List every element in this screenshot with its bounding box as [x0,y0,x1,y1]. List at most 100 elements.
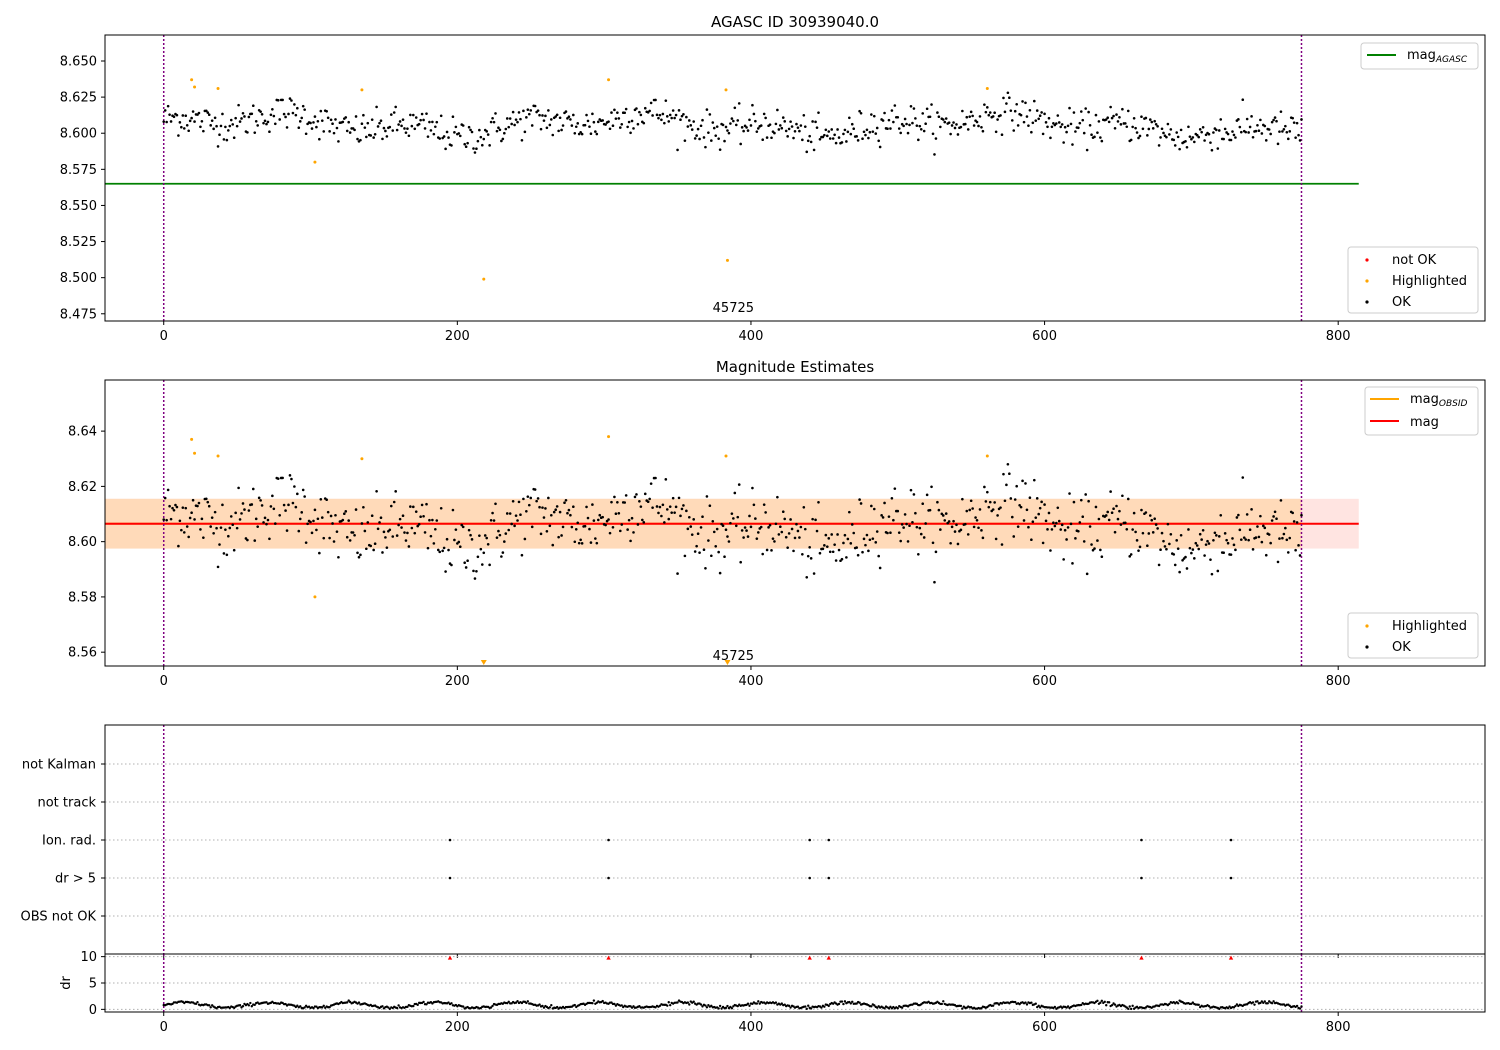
ok-point [379,119,383,123]
ok-point [1147,127,1151,131]
ok-point [999,114,1002,117]
ok-point [1273,510,1277,514]
ok-point [450,144,453,147]
ok-point [861,137,864,141]
ok-point [673,116,676,120]
clipped-marker [826,955,831,960]
ok-point [742,536,745,539]
ok-point [1132,511,1136,515]
ok-point [899,131,903,135]
dr-point [592,999,596,1002]
ok-point [828,550,832,554]
ok-point [221,112,224,116]
ok-point [815,529,819,533]
ok-point [199,125,202,129]
ok-point [1259,514,1262,518]
ok-point [253,131,257,134]
legend-label-ok: OK [1392,640,1411,655]
ok-point [207,504,211,508]
ok-point [1198,128,1202,131]
ok-point [231,523,235,527]
ok-point [915,525,919,529]
ok-point [347,519,351,522]
ok-point [1259,118,1262,122]
clipped-marker [807,955,812,960]
highlighted-point [482,277,486,281]
ok-point [1034,516,1038,519]
ok-point [799,124,803,127]
ok-point [310,127,314,130]
ok-point [867,549,870,553]
ok-point [1118,509,1121,513]
ok-point [821,547,825,551]
ok-point [454,125,458,129]
ok-point [601,515,604,519]
ok-point [1284,526,1287,530]
ok-point [805,150,809,154]
ok-point [1241,98,1245,101]
ok-point [1131,125,1134,129]
y-tick-label: 8.625 [60,91,97,106]
dr-point [1295,1004,1299,1008]
ok-point [1055,122,1058,125]
ok-point [595,541,599,545]
ok-point [193,120,196,123]
ok-point [589,541,593,544]
ok-point [712,126,716,130]
ok-point [877,139,880,143]
ok-point [1223,532,1227,535]
clipped-marker [447,955,453,960]
panel-title: AGASC ID 30939040.0 [711,13,879,31]
ok-point [172,508,176,512]
ok-point [745,529,748,532]
dr-point [507,1000,510,1003]
ok-point [1097,120,1101,123]
ok-point [453,131,456,134]
ok-point [1292,520,1296,523]
highlighted-point [190,78,194,82]
ok-point [692,518,696,521]
ok-point [1012,129,1016,132]
ok-point [278,513,282,517]
ok-point [752,503,756,507]
ok-point [213,510,217,514]
ok-point [704,145,707,149]
ok-point [1059,528,1063,531]
ok-point [981,129,985,133]
ok-point [1226,132,1230,136]
ok-point [1104,118,1108,121]
ok-point [1162,539,1165,543]
ok-point [1254,129,1258,133]
ok-point [1232,133,1236,137]
ok-point [316,119,320,123]
ok-point [473,151,477,154]
flag-points [448,838,1233,880]
ok-point [980,125,983,129]
ok-point [406,531,409,535]
ok-point [561,124,565,127]
ok-point [690,533,694,536]
dr-point [1113,1003,1117,1006]
ok-point [802,506,806,509]
ok-point [770,136,773,140]
ok-point [914,511,917,515]
ok-point [533,104,537,108]
ok-point [718,148,722,151]
ok-point [495,129,499,133]
ok-point [334,513,337,517]
ok-point [372,548,375,552]
ok-point [469,533,472,537]
ok-point [1077,529,1080,533]
ok-point [542,516,546,519]
ok-point [1081,118,1085,122]
ok-point [961,497,964,501]
ok-point [276,99,280,102]
ok-point [187,535,190,539]
dr-point [900,1006,904,1009]
ok-point [883,111,886,115]
ok-point [711,121,715,124]
ok-point [200,517,204,521]
ok-point [756,127,760,130]
ok-point [754,119,757,123]
